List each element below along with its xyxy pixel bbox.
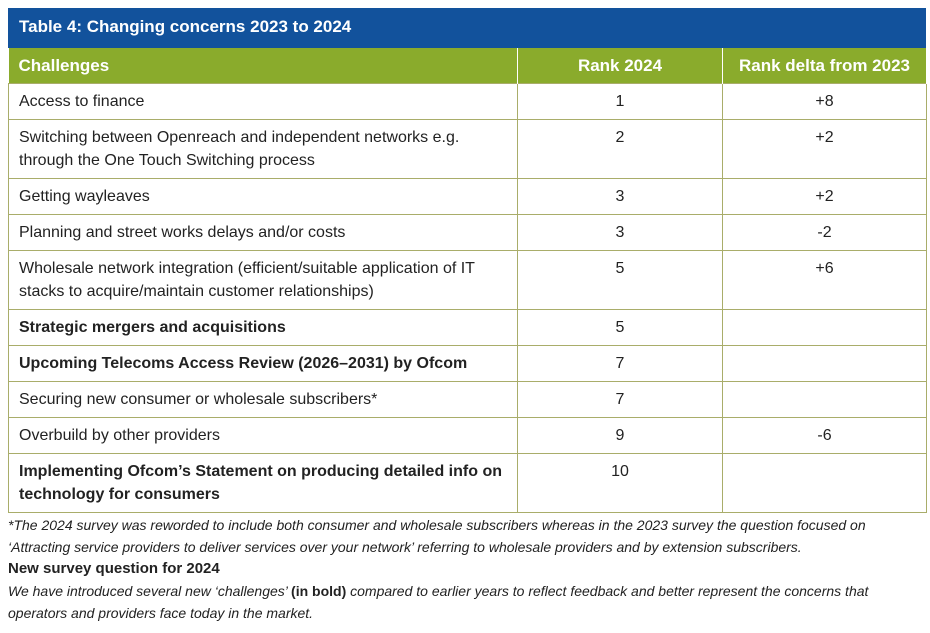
table-row: Wholesale network integration (efficient… <box>8 250 927 310</box>
notes: *The 2024 survey was reworded to include… <box>8 514 926 624</box>
cell-rank: 7 <box>517 381 723 418</box>
footnote: *The 2024 survey was reworded to include… <box>8 517 866 555</box>
cell-rank: 1 <box>517 83 723 120</box>
cell-rank: 9 <box>517 417 723 454</box>
text: compared to earlier years to reflect fee… <box>8 583 869 621</box>
cell-challenge: Planning and street works delays and/or … <box>8 214 518 251</box>
cell-rank: 7 <box>517 345 723 382</box>
cell-delta: +6 <box>722 250 927 310</box>
table-row: Switching between Openreach and independ… <box>8 119 927 179</box>
cell-rank: 3 <box>517 214 723 251</box>
cell-delta: +2 <box>722 178 927 215</box>
table-row: Getting wayleaves 3 +2 <box>8 178 927 215</box>
cell-challenge: Securing new consumer or wholesale subsc… <box>8 381 518 418</box>
cell-rank: 2 <box>517 119 723 179</box>
cell-delta: -2 <box>722 214 927 251</box>
cell-rank: 5 <box>517 309 723 346</box>
header-delta: Rank delta from 2023 <box>722 48 927 84</box>
cell-rank: 3 <box>517 178 723 215</box>
cell-delta <box>722 453 927 513</box>
cell-delta: +2 <box>722 119 927 179</box>
table-row: Planning and street works delays and/or … <box>8 214 927 251</box>
table-row: Overbuild by other providers 9 -6 <box>8 417 927 454</box>
table-container: Table 4: Changing concerns 2023 to 2024 … <box>8 8 927 513</box>
header-rank: Rank 2024 <box>517 48 723 84</box>
cell-challenge: Switching between Openreach and independ… <box>8 119 518 179</box>
cell-challenge: Overbuild by other providers <box>8 417 518 454</box>
header-row: Challenges Rank 2024 Rank delta from 202… <box>8 48 927 84</box>
table-row: Access to finance 1 +8 <box>8 83 927 120</box>
cell-delta <box>722 381 927 418</box>
new-question-text: We have introduced several new ‘challeng… <box>8 580 926 624</box>
cell-delta: -6 <box>722 417 927 454</box>
cell-challenge: Access to finance <box>8 83 518 120</box>
cell-delta <box>722 309 927 346</box>
table-row: Upcoming Telecoms Access Review (2026–20… <box>8 345 927 382</box>
cell-delta: +8 <box>722 83 927 120</box>
cell-delta <box>722 345 927 382</box>
cell-challenge: Getting wayleaves <box>8 178 518 215</box>
concerns-table: Challenges Rank 2024 Rank delta from 202… <box>8 48 927 513</box>
new-question-heading: New survey question for 2024 <box>8 560 220 577</box>
cell-challenge: Wholesale network integration (efficient… <box>8 250 518 310</box>
table-row: Implementing Ofcom’s Statement on produc… <box>8 453 927 513</box>
table-row: Strategic mergers and acquisitions 5 <box>8 309 927 346</box>
bold-text: (in bold) <box>291 583 347 599</box>
cell-rank: 10 <box>517 453 723 513</box>
table-title: Table 4: Changing concerns 2023 to 2024 <box>8 8 926 48</box>
header-challenges: Challenges <box>8 48 518 84</box>
cell-challenge: Implementing Ofcom’s Statement on produc… <box>8 453 518 513</box>
cell-rank: 5 <box>517 250 723 310</box>
cell-challenge: Strategic mergers and acquisitions <box>8 309 518 346</box>
table-row: Securing new consumer or wholesale subsc… <box>8 381 927 418</box>
cell-challenge: Upcoming Telecoms Access Review (2026–20… <box>8 345 518 382</box>
text: We have introduced several new ‘challeng… <box>8 583 292 599</box>
